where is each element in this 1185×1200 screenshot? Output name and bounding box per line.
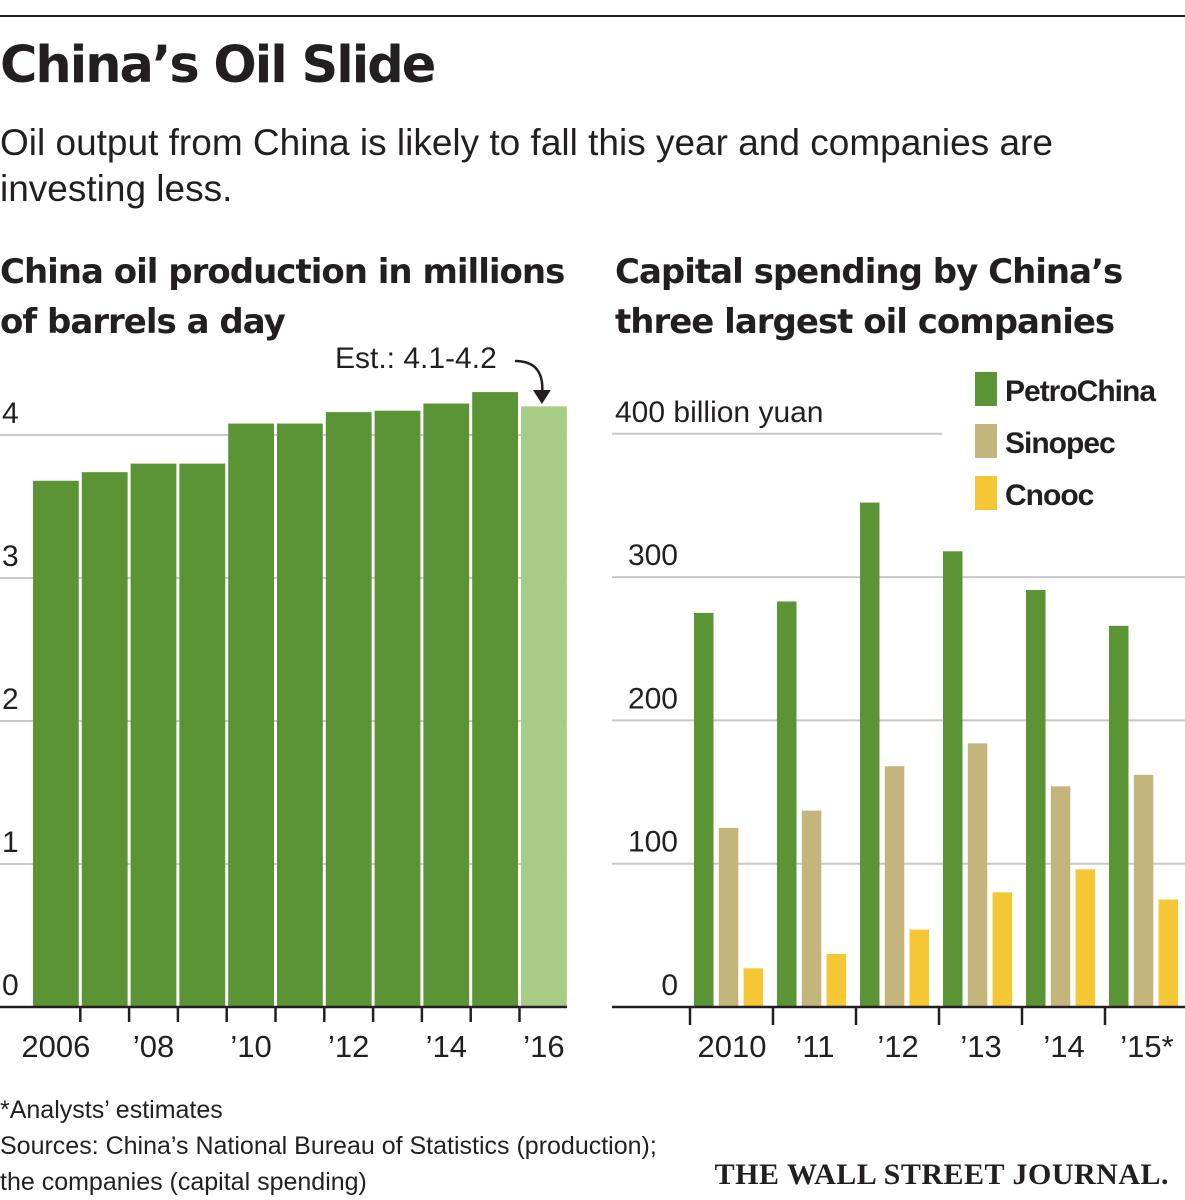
bar-petrochina-2013 — [943, 551, 963, 1007]
x-tick-label: ’08 — [133, 1029, 174, 1064]
bar-2013 — [374, 410, 421, 1007]
bar-2014 — [423, 403, 470, 1007]
y-tick-label: 0 — [2, 969, 19, 1002]
x-tick-label: ’15* — [1120, 1029, 1173, 1064]
x-tick-label: ’12 — [877, 1029, 918, 1064]
bar-cnooc-2014 — [1075, 869, 1096, 1007]
bar-sinopec-2010 — [718, 827, 739, 1007]
bar-2015 — [472, 392, 518, 1008]
bar-2011 — [277, 423, 323, 1007]
x-tick-label: ’14 — [1043, 1029, 1084, 1064]
sources-line-2: the companies (capital spending) — [0, 1168, 367, 1196]
legend-swatch-sinopec — [975, 424, 997, 458]
x-tick-label: ’11 — [795, 1029, 834, 1064]
legend-swatch-cnooc — [975, 476, 997, 510]
capex-chart: 400 billion yuan 0 100 200 300 2010 ’11 ’12 ’13 ’… — [612, 372, 1185, 1064]
bar-petrochina-2012 — [860, 502, 880, 1007]
y-tick-label: 0 — [661, 969, 678, 1002]
annotation-arrowhead — [532, 390, 551, 404]
x-tick-label: ’14 — [426, 1029, 467, 1064]
bar-cnooc-2015 — [1158, 899, 1179, 1007]
production-chart-title: China oil production in millions of barr… — [0, 252, 565, 342]
estimate-annotation: Est.: 4.1-4.2 — [335, 342, 497, 375]
y-tick-label: 4 — [2, 397, 19, 430]
bar-2007 — [81, 472, 128, 1007]
bar-cnooc-2012 — [909, 929, 930, 1007]
bar-petrochina-2015 — [1109, 625, 1129, 1007]
y-tick-label: 2 — [2, 683, 19, 716]
bar-2009 — [179, 463, 226, 1008]
publisher-credit: THE WALL STREET JOURNAL. — [714, 1158, 1169, 1191]
capex-chart-title: Capital spending by China’s three larges… — [615, 252, 1123, 342]
page-subtitle: Oil output from China is likely to fall … — [0, 122, 1053, 209]
footer: *Analysts’ estimates Sources: China’s Na… — [0, 1092, 657, 1200]
bar-petrochina-2014 — [1026, 589, 1046, 1007]
y-tick-label: 300 — [628, 539, 678, 572]
bar-cnooc-2013 — [992, 892, 1013, 1007]
legend-label-petrochina: PetroChina — [1005, 375, 1156, 408]
bar-petrochina-2011 — [777, 601, 797, 1007]
x-tick-label: ’13 — [960, 1029, 1001, 1064]
y-tick-label: 1 — [2, 826, 19, 859]
unit-label: 400 billion yuan — [615, 396, 824, 429]
x-tick-label: ’12 — [328, 1029, 369, 1064]
y-tick-label: 200 — [628, 682, 678, 715]
bar-2012 — [325, 412, 372, 1007]
legend-label-cnooc: Cnooc — [1005, 479, 1094, 512]
production-chart: 0 1 2 3 4 2006 ’08 ’10 ’12 ’14 ’16 Est.: 4.1-4.2 — [0, 342, 567, 1064]
bar-sinopec-2013 — [967, 743, 988, 1007]
bar-sinopec-2015 — [1133, 774, 1154, 1007]
x-tick-label: 2006 — [21, 1029, 90, 1064]
bar-petrochina-2010 — [694, 612, 714, 1007]
y-tick-label: 3 — [2, 540, 19, 573]
bar-sinopec-2012 — [884, 766, 905, 1007]
top-rule — [0, 15, 1185, 17]
bar-2016 — [521, 406, 567, 1007]
bar-cnooc-2011 — [826, 953, 847, 1007]
page-title: China’s Oil Slide — [0, 36, 436, 95]
x-tick-label: ’16 — [523, 1029, 564, 1064]
legend-swatch-petrochina — [975, 372, 997, 406]
y-tick-label: 100 — [628, 826, 678, 859]
x-tick-label: 2010 — [698, 1029, 767, 1064]
bar-cnooc-2010 — [743, 968, 764, 1007]
bar-2008 — [130, 463, 177, 1008]
bar-sinopec-2011 — [801, 810, 822, 1007]
x-tick-label: ’10 — [230, 1029, 271, 1064]
legend-label-sinopec: Sinopec — [1005, 427, 1115, 460]
sources-line-1: Sources: China’s National Bureau of Stat… — [0, 1132, 657, 1160]
bar-sinopec-2014 — [1050, 786, 1071, 1007]
footnote: *Analysts’ estimates — [0, 1096, 223, 1124]
bar-2010 — [228, 423, 274, 1007]
bar-2006 — [33, 480, 79, 1007]
